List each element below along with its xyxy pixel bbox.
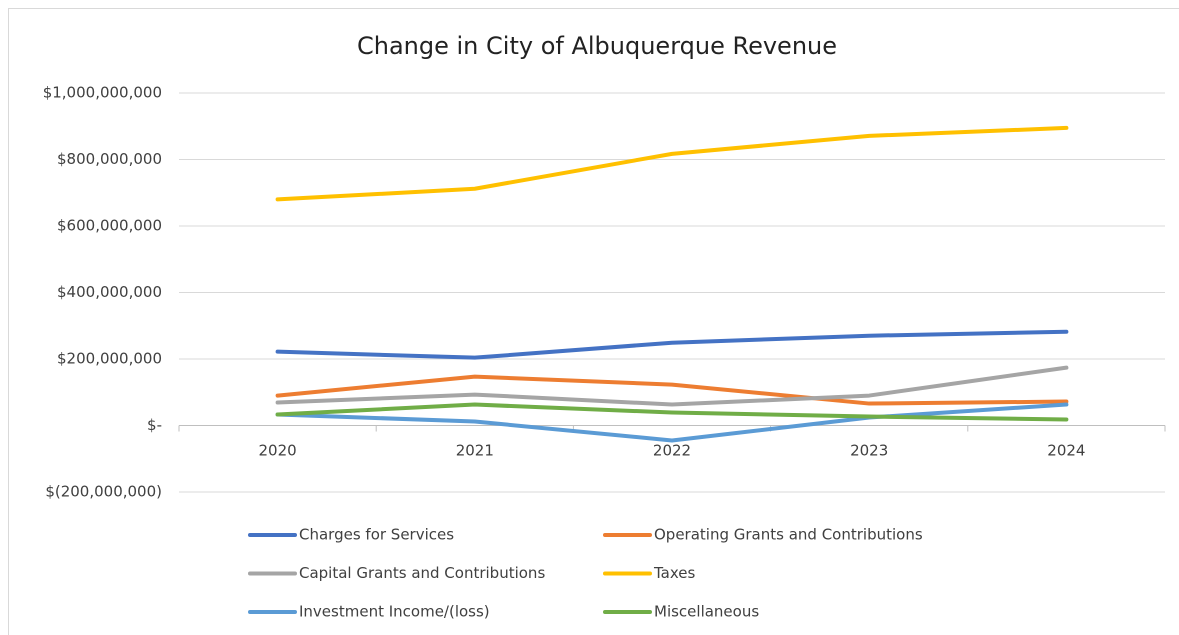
chart-title: Change in City of Albuquerque Revenue — [357, 32, 837, 60]
x-tick-label: 2022 — [653, 442, 691, 460]
series-line — [275, 402, 1069, 422]
legend-label: Miscellaneous — [654, 603, 759, 621]
y-tick-label: $1,000,000,000 — [43, 84, 162, 102]
series-line — [275, 374, 1069, 406]
x-tick-label: 2024 — [1047, 442, 1085, 460]
x-tick-label: 2020 — [259, 442, 297, 460]
chart-border — [8, 8, 1179, 635]
legend-label: Charges for Services — [299, 526, 454, 544]
series-line — [275, 329, 1069, 360]
series-line — [275, 125, 1069, 202]
y-tick-label: $200,000,000 — [57, 350, 162, 368]
x-tick-label: 2023 — [850, 442, 888, 460]
y-tick-label: $(200,000,000) — [45, 483, 162, 501]
series-line — [275, 365, 1069, 407]
series-line — [275, 402, 1069, 443]
y-tick-label: $600,000,000 — [57, 217, 162, 235]
y-tick-label: $800,000,000 — [57, 150, 162, 168]
y-tick-label: $- — [147, 416, 162, 434]
legend-label: Capital Grants and Contributions — [299, 564, 545, 582]
legend-label: Investment Income/(loss) — [299, 603, 490, 621]
y-tick-label: $400,000,000 — [57, 283, 162, 301]
x-tick-label: 2021 — [456, 442, 494, 460]
legend-label: Taxes — [653, 564, 696, 582]
legend-label: Operating Grants and Contributions — [654, 526, 923, 544]
